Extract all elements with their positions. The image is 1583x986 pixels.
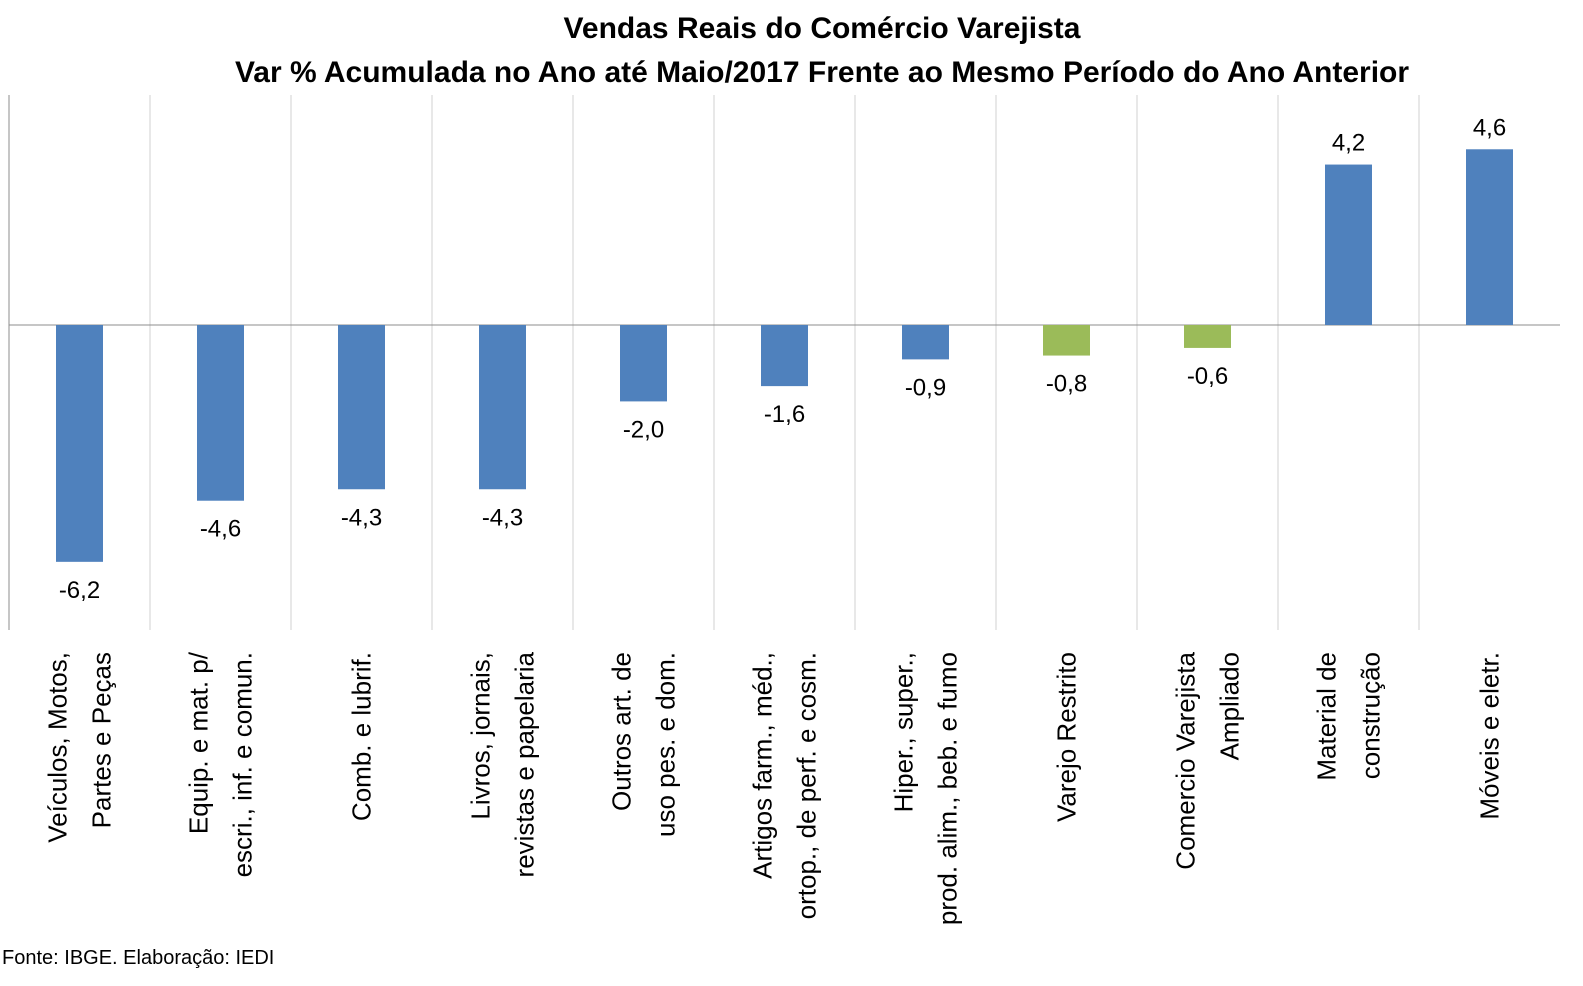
value-labels: -6,2 -4,6 -4,3 -4,3 -2,0 -1,6 -0,9 -0,8 -0,6 4,2 4… (59, 114, 1506, 604)
value-label: -2,0 (623, 416, 664, 443)
value-label: -4,3 (341, 504, 382, 531)
category-label: Artigos farm., méd., ortop., de perf. e c… (748, 652, 822, 919)
category-label-line: Comb. e lubrif. (347, 652, 377, 821)
category-label: Móveis e eletr. (1475, 652, 1505, 820)
bars (56, 149, 1513, 562)
category-label-line: ortop., de perf. e cosm. (792, 652, 822, 919)
category-label-line: Equip. e mat. p/ (184, 651, 214, 834)
value-label: -1,6 (764, 401, 805, 428)
bar (56, 325, 103, 562)
category-label-line: Outros art. de (607, 652, 637, 811)
category-label-line: Comercio Varejista (1171, 651, 1201, 869)
category-label-line: uso pes. e dom. (651, 652, 681, 837)
category-label-line: Artigos farm., méd., (748, 652, 778, 879)
category-label: Equip. e mat. p/escri., inf. e comun. (184, 651, 258, 877)
source-note: Fonte: IBGE. Elaboração: IEDI (2, 947, 275, 969)
category-label-line: Material de (1312, 652, 1342, 781)
value-label: -4,6 (200, 516, 241, 543)
bar (479, 325, 526, 490)
category-label: Livros, jornais, revistas e papelaria (466, 651, 540, 877)
bar (1043, 325, 1090, 356)
bar (761, 325, 808, 387)
bar (338, 325, 385, 490)
category-label: Material de construção (1312, 652, 1386, 781)
category-label: Hiper., super., prod. alim., beb. e fumo (889, 652, 963, 925)
category-label-line: Ampliado (1215, 652, 1245, 760)
bar (1325, 164, 1372, 325)
value-label: -0,9 (905, 374, 946, 401)
category-label-line: revistas e papelaria (510, 651, 540, 877)
value-label: -4,3 (482, 504, 523, 531)
category-label-line: Partes e Peças (87, 652, 117, 828)
category-labels: Veículos, Motos, Partes e Peças Equip. e m… (43, 651, 1505, 925)
value-label: -0,6 (1187, 363, 1228, 390)
chart-title: Vendas Reais do Comércio Varejista (564, 12, 1081, 45)
category-label-line: escri., inf. e comun. (228, 652, 258, 877)
bar (197, 325, 244, 501)
category-label-line: Hiper., super., (889, 652, 919, 812)
value-label: -0,8 (1046, 371, 1087, 398)
value-label: -6,2 (59, 577, 100, 604)
category-label-line: prod. alim., beb. e fumo (933, 652, 963, 925)
bar (620, 325, 667, 402)
bar (1466, 149, 1513, 325)
value-label: 4,2 (1332, 130, 1365, 157)
category-label-line: construção (1356, 652, 1386, 779)
category-label-line: Varejo Restrito (1052, 652, 1082, 822)
category-label: Comercio Varejista Ampliado (1171, 651, 1245, 869)
bar (1184, 325, 1231, 348)
bar (902, 325, 949, 360)
category-label: Outros art. de uso pes. e dom. (607, 652, 681, 837)
category-label: Veículos, Motos, Partes e Peças (43, 652, 117, 843)
category-label-line: Veículos, Motos, (43, 652, 73, 843)
value-label: 4,6 (1473, 114, 1506, 141)
chart-subtitle: Var % Acumulada no Ano até Maio/2017 Fre… (235, 56, 1409, 89)
category-label: Varejo Restrito (1052, 652, 1082, 822)
category-label-line: Livros, jornais, (466, 652, 496, 820)
category-label-line: Móveis e eletr. (1475, 652, 1505, 820)
category-label: Comb. e lubrif. (347, 652, 377, 821)
